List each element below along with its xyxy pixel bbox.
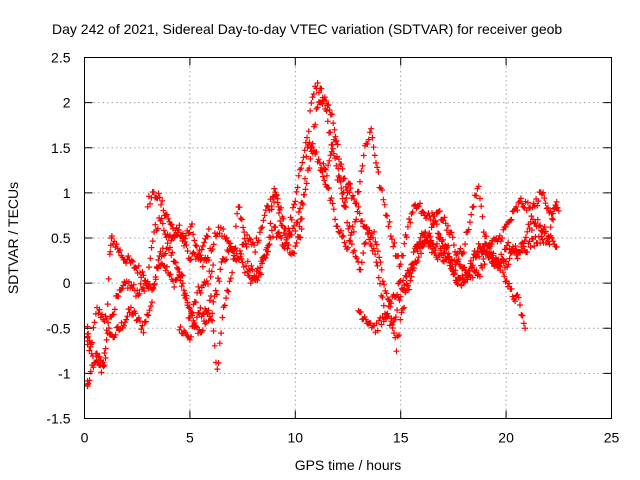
data-track-2 [84,185,305,376]
axis-ticks: 0 5 10 15 20 25 -1.5 -1 -0.5 0 0.5 1 1.5 2 2.5 [46,50,619,446]
y-tick-label: 0 [63,275,71,291]
data-series [84,80,562,390]
x-tick-label: 5 [186,430,194,446]
data-track-5 [176,125,529,343]
y-tick-label: 1.5 [51,140,71,156]
x-tick-label: 0 [81,430,89,446]
data-track-6 [296,94,560,355]
data-track-7 [317,166,560,329]
x-tick-label: 15 [393,430,409,446]
y-tick-label: 0.5 [51,230,71,246]
y-tick-label: 2.5 [51,50,71,66]
y-axis-label: SDTVAR / TECUs [5,182,21,294]
x-tick-label: 20 [498,430,514,446]
x-tick-label: 10 [288,430,304,446]
chart-title: Day 242 of 2021, Sidereal Day-to-day VTE… [52,21,562,37]
y-tick-label: -1 [58,365,71,381]
grid [84,57,612,419]
data-track-8 [355,189,562,336]
y-tick-label: 1 [63,185,71,201]
y-tick-label: -0.5 [46,320,70,336]
x-axis-label: GPS time / hours [295,457,402,473]
y-tick-label: -1.5 [46,411,70,427]
y-tick-label: 2 [63,95,71,111]
x-tick-label: 25 [604,430,620,446]
